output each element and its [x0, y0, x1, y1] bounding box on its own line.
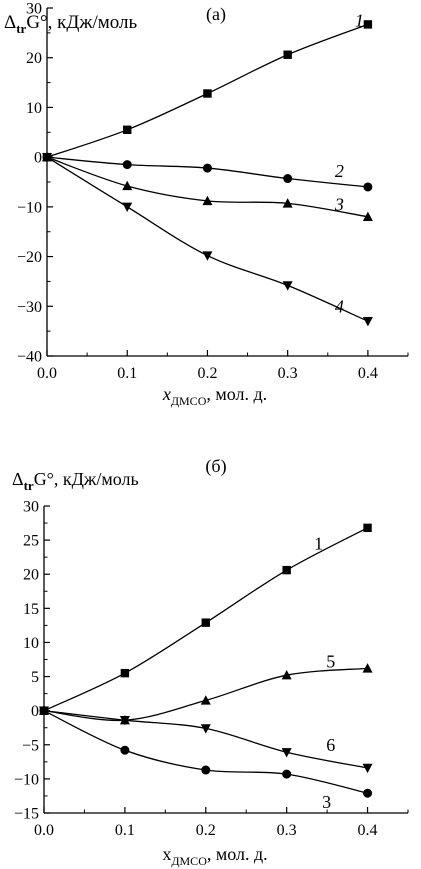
- panel-a-series-2-label: 2: [335, 161, 344, 181]
- panel-b-xlabel-rest: , мол. д.: [207, 844, 268, 864]
- panel-a-ylabel-sub: tr: [16, 21, 26, 36]
- panel-b-series-5-point: [200, 695, 211, 705]
- panel-b-y-tick-label: 0: [31, 703, 39, 720]
- panel-a-y-tick-label: 20: [26, 50, 42, 67]
- panel-a: (а) ΔtrG°, кДж/моль xДМСО, мол. д. 30201…: [4, 1, 409, 408]
- panel-a-series-4-point: [202, 251, 213, 261]
- panel-a-series-3-point: [122, 180, 133, 191]
- panel-b-y-tick-label: 5: [31, 669, 39, 686]
- panel-b-series-5-point: [362, 663, 373, 673]
- panel-b: (б) ΔtrG°, кДж/моль xДМСО, мол. д. 30252…: [12, 456, 409, 868]
- panel-b-series-5-label: 5: [326, 652, 335, 672]
- panel-b-x-tick-label: 0.3: [277, 822, 297, 839]
- panel-a-series-2-point: [363, 182, 373, 192]
- panel-b-series-6-point: [200, 724, 211, 734]
- panel-b-series-6-label: 6: [326, 735, 335, 755]
- panel-a-y-tick-label: −10: [17, 199, 42, 216]
- panel-a-series-2-point: [283, 174, 293, 184]
- panel-b-y-tick-label: 30: [23, 499, 39, 516]
- panel-a-series-1-point: [123, 125, 132, 134]
- panel-a-x-tick-label: 0.3: [278, 365, 298, 382]
- panel-b-series-6-point: [281, 748, 292, 758]
- panel-b-xlabel: xДМСО, мол. д.: [162, 844, 267, 868]
- panel-a-series-4-point: [362, 317, 373, 327]
- panel-b-series-1-point: [282, 565, 291, 575]
- panel-b-y-tick-label: 20: [23, 567, 39, 584]
- panel-a-y-tick-label: 10: [26, 100, 42, 117]
- panel-a-xlabel-main: x: [162, 384, 171, 404]
- panel-b-x-tick-label: 0.1: [115, 822, 135, 839]
- panel-a-x-tick-label: 0.4: [358, 365, 378, 382]
- panel-b-series-3-point: [363, 788, 373, 798]
- panel-a-series-3-point: [282, 198, 293, 208]
- panel-b-series-6-point: [362, 763, 373, 774]
- panel-a-series-1-point: [283, 50, 292, 59]
- panel-b-y-tick-label: −5: [22, 737, 39, 754]
- panel-b-series-5-line: [43, 667, 368, 722]
- panel-a-series-4-point: [122, 202, 133, 213]
- panel-a-series-3-point: [362, 211, 373, 221]
- panel-a-xlabel-rest: , мол. д.: [206, 384, 267, 404]
- panel-a-series-3-point: [202, 195, 213, 206]
- panel-b-series-3-point: [282, 769, 292, 779]
- panel-a-x-tick-label: 0.1: [117, 365, 137, 382]
- panel-b-series-5-point: [281, 669, 292, 680]
- panel-b-y-tick-label: 10: [23, 635, 39, 652]
- panel-a-series-1-label: 1: [355, 10, 364, 30]
- panel-a-y-tick-label: −30: [17, 299, 42, 316]
- panel-b-x-tick-label: 0.4: [358, 822, 378, 839]
- panel-b-xlabel-main: x: [162, 844, 171, 864]
- panel-a-y-tick-label: 0: [34, 150, 42, 167]
- panel-a-series-1-point: [203, 89, 212, 98]
- panel-a-y-tick-label: −20: [17, 249, 42, 266]
- panel-b-series-3-point: [39, 706, 49, 716]
- panel-a-x-tick-label: 0.0: [37, 365, 57, 382]
- panel-a-x-tick-label: 0.2: [197, 365, 217, 382]
- panel-b-y-tick-label: −10: [14, 771, 39, 788]
- panel-a-ylabel: ΔtrG°, кДж/моль: [4, 12, 137, 36]
- panel-b-y-tick-label: 15: [23, 601, 39, 618]
- panel-a-xlabel: xДМСО, мол. д.: [162, 384, 267, 408]
- panel-a-series-2-point: [202, 163, 212, 173]
- panel-b-ylabel-sub: tr: [24, 478, 34, 493]
- panel-a-series-1-point: [363, 20, 373, 29]
- panel-b-series-3-point: [120, 745, 130, 755]
- panel-b-series-1-point: [363, 523, 372, 533]
- panel-b-series-1-point: [201, 618, 210, 627]
- panel-b-letter: (б): [205, 456, 226, 477]
- panel-a-series-4-point: [42, 152, 52, 163]
- panel-b-x-tick-label: 0.2: [196, 822, 216, 839]
- panel-a-plot: 30 20 10 0 −10 −20 −30 −400.0 0.1 0.2 0.3 0.4 1 2 3 4: [17, 1, 409, 382]
- panel-b-series-3-line: [43, 710, 368, 794]
- panel-b-y-tick-label: −15: [14, 806, 39, 823]
- panel-b-series-3-label: 3: [322, 792, 331, 812]
- panel-a-y-tick-label: −40: [17, 349, 42, 366]
- panel-b-xlabel-sub: ДМСО: [171, 854, 207, 868]
- panel-b-series-6-line: [43, 710, 368, 769]
- panel-a-series-4-point: [282, 281, 293, 291]
- panel-b-series-3-point: [201, 765, 211, 775]
- panel-b-series-1-point: [120, 668, 130, 678]
- panel-b-ylabel-main: G°, кДж/моль: [34, 469, 139, 489]
- panel-b-series-1-label: 1: [314, 534, 323, 554]
- panel-a-series-4-label: 4: [335, 296, 344, 316]
- panel-a-series-3-label: 3: [334, 194, 344, 214]
- panel-a-xlabel-sub: ДМСО: [171, 394, 207, 408]
- panel-b-y-tick-label: 25: [23, 533, 39, 550]
- panel-a-letter: (а): [206, 4, 226, 25]
- panel-a-y-tick-label: 30: [26, 1, 42, 18]
- panel-b-ylabel-delta: Δ: [12, 469, 24, 489]
- panel-a-ylabel-delta: Δ: [4, 12, 16, 33]
- panel-b-x-tick-label: 0.0: [34, 822, 54, 839]
- panel-a-series-2-point: [122, 160, 132, 170]
- panel-a-ylabel-main: G°, кДж/моль: [26, 12, 137, 33]
- panel-b-ylabel: ΔtrG°, кДж/моль: [12, 469, 139, 493]
- panel-b-series-6-point: [119, 716, 130, 726]
